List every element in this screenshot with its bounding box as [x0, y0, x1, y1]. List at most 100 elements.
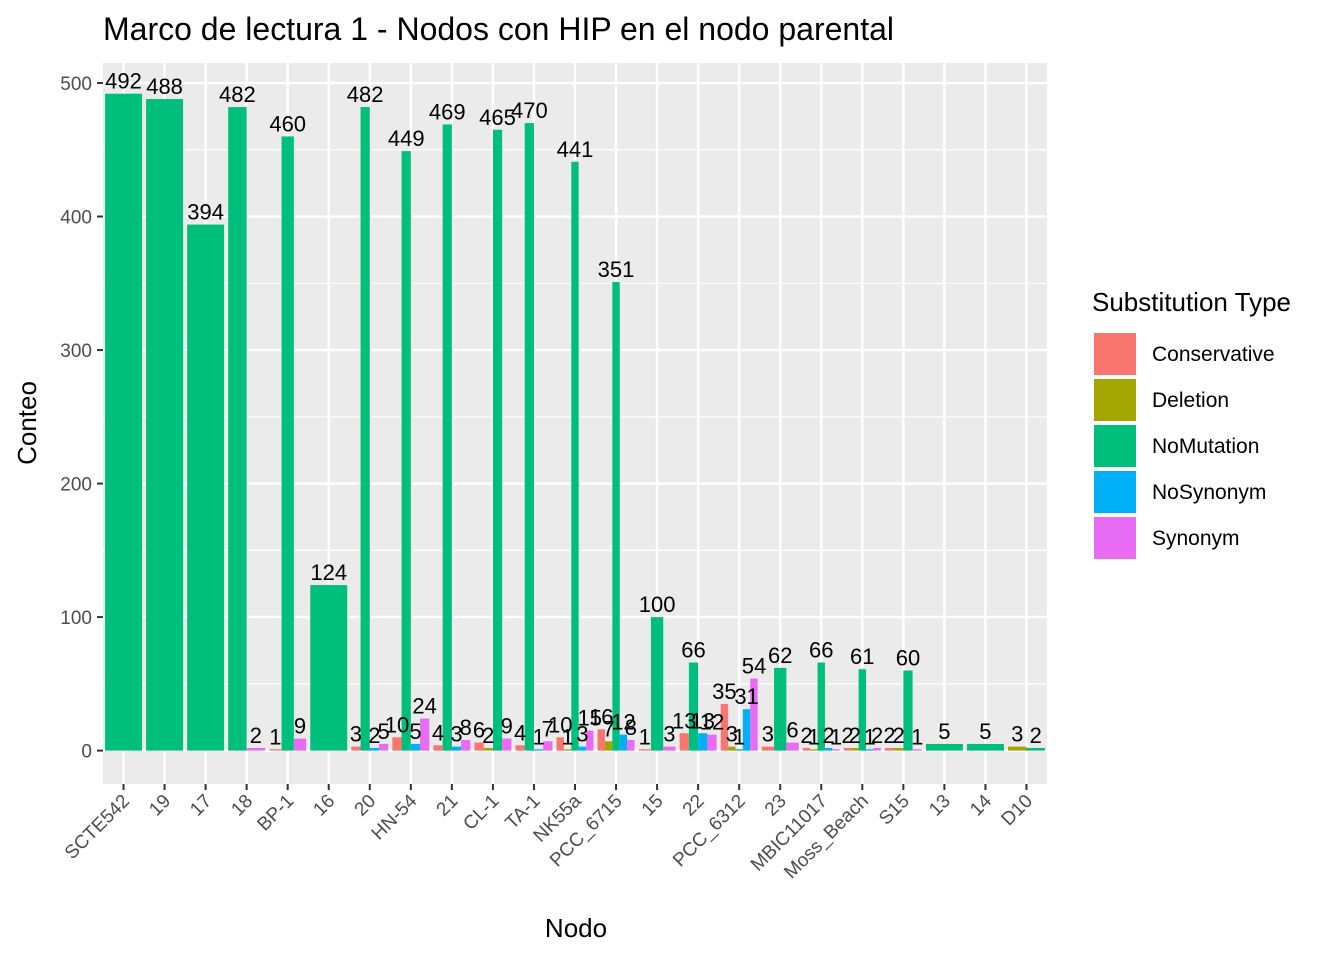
bar-value-label: 7	[542, 716, 554, 741]
bar-synonym	[379, 743, 389, 751]
bar-value-label: 3	[762, 722, 774, 747]
bar-value-label: 9	[294, 714, 306, 739]
x-tick-label: 20	[351, 791, 381, 821]
bar-conservative	[761, 746, 775, 751]
x-tick-label: CL-1	[459, 791, 503, 835]
legend-label: NoMutation	[1152, 435, 1259, 458]
bar-value-label: 469	[429, 99, 466, 124]
legend-key-nosynonym	[1094, 471, 1136, 513]
bar-value-label: 3	[1011, 722, 1023, 747]
bar-deletion	[483, 747, 493, 751]
x-axis-title: Nodo	[545, 913, 607, 943]
bars	[105, 93, 1045, 751]
bar-nosynonym	[451, 746, 462, 751]
legend-key-deletion	[1094, 379, 1136, 421]
bar-value-label: 4	[514, 720, 526, 745]
x-tick-label: 13	[925, 791, 955, 821]
bar-value-label: 2	[893, 723, 905, 748]
legend-label: Conservative	[1152, 343, 1275, 366]
bar-conservative	[556, 737, 564, 751]
bar-value-label: 2	[871, 723, 883, 748]
bar-value-label: 3	[450, 722, 462, 747]
bar-nomutation	[612, 281, 620, 751]
bar-value-label: 3	[726, 722, 738, 747]
bar-value-label: 2	[482, 723, 494, 748]
x-tick-label: 22	[679, 791, 709, 821]
bar-value-label: 1	[561, 724, 573, 749]
x-tick-label: 14	[966, 790, 996, 820]
bar-nomutation	[310, 585, 348, 751]
bar-value-label: 1	[639, 724, 651, 749]
bar-conservative	[433, 745, 443, 751]
bar-conservative	[269, 749, 282, 751]
bar-value-label: 7	[603, 716, 615, 741]
chart-title: Marco de lectura 1 - Nodos con HIP en el…	[103, 11, 894, 47]
bar-nomutation	[360, 107, 370, 751]
bar-value-label: 5	[979, 719, 991, 744]
bar-nomutation	[281, 136, 294, 751]
bar-value-label: 8	[460, 715, 472, 740]
bar-nomutation	[903, 670, 913, 751]
legend-label: Deletion	[1152, 389, 1229, 412]
bar-value-label: 3	[350, 722, 362, 747]
bar-synonym	[461, 739, 471, 751]
bar-conservative	[679, 733, 689, 751]
x-tick-label: D10	[998, 791, 1037, 830]
x-tick-label: 23	[761, 791, 791, 821]
bar-nomutation	[146, 99, 184, 751]
bar-value-label: 100	[639, 592, 676, 617]
bar-conservative	[884, 747, 895, 751]
bar-value-label: 2	[849, 723, 861, 748]
bar-value-label: 9	[501, 714, 513, 739]
bar-nomutation	[817, 662, 825, 751]
y-tick-label: 300	[60, 341, 92, 362]
bar-synonym	[543, 741, 553, 751]
bar-value-label: 2	[883, 723, 895, 748]
bar-deletion	[728, 746, 736, 751]
bar-nomutation	[187, 224, 225, 751]
bar-conservative	[843, 747, 852, 751]
x-tick-label: 17	[186, 791, 216, 821]
y-tick-label: 100	[60, 608, 92, 629]
bar-nomutation	[228, 107, 247, 751]
bar-nomutation	[858, 669, 866, 751]
bar-value-label: 62	[768, 643, 792, 668]
y-tick-label: 0	[81, 742, 92, 763]
bar-synonym	[502, 738, 512, 751]
bar-value-label: 66	[681, 637, 705, 662]
bar-value-label: 15	[578, 706, 602, 731]
bar-value-label: 1	[808, 724, 820, 749]
x-tick-label: 18	[227, 791, 257, 821]
bar-synonym	[293, 738, 307, 751]
bar-value-label: 16	[589, 704, 613, 729]
bar-deletion	[563, 749, 572, 751]
bar-value-label: 394	[187, 200, 224, 225]
bar-nomutation	[1026, 747, 1045, 751]
bar-conservative	[597, 729, 605, 751]
bar-value-label: 8	[625, 715, 637, 740]
bar-value-label: 124	[310, 560, 347, 585]
bar-synonym	[246, 747, 266, 751]
bar-value-label: 6	[786, 718, 798, 743]
y-tick-label: 400	[60, 208, 92, 229]
bar-value-label: 2	[1030, 723, 1042, 748]
bar-conservative	[392, 737, 402, 751]
bar-value-label: 2	[841, 723, 853, 748]
bar-synonym	[707, 734, 717, 751]
bar-synonym	[750, 678, 758, 751]
bar-value-label: 482	[219, 82, 256, 107]
bar-value-label: 1	[733, 724, 745, 749]
bar-value-label: 1	[911, 724, 923, 749]
bar-value-label: 488	[146, 74, 183, 99]
bar-value-label: 4	[432, 720, 444, 745]
bar-value-label: 470	[511, 98, 548, 123]
bar-value-label: 12	[700, 710, 724, 735]
bar-nosynonym	[742, 709, 751, 751]
y-tick-label: 500	[60, 74, 92, 95]
bar-value-label: 54	[742, 654, 766, 679]
x-tick-label: 21	[433, 791, 463, 821]
bar-value-label: 12	[611, 710, 635, 735]
x-tick-label: SCTE542	[61, 791, 134, 864]
bar-value-label: 10	[548, 712, 572, 737]
